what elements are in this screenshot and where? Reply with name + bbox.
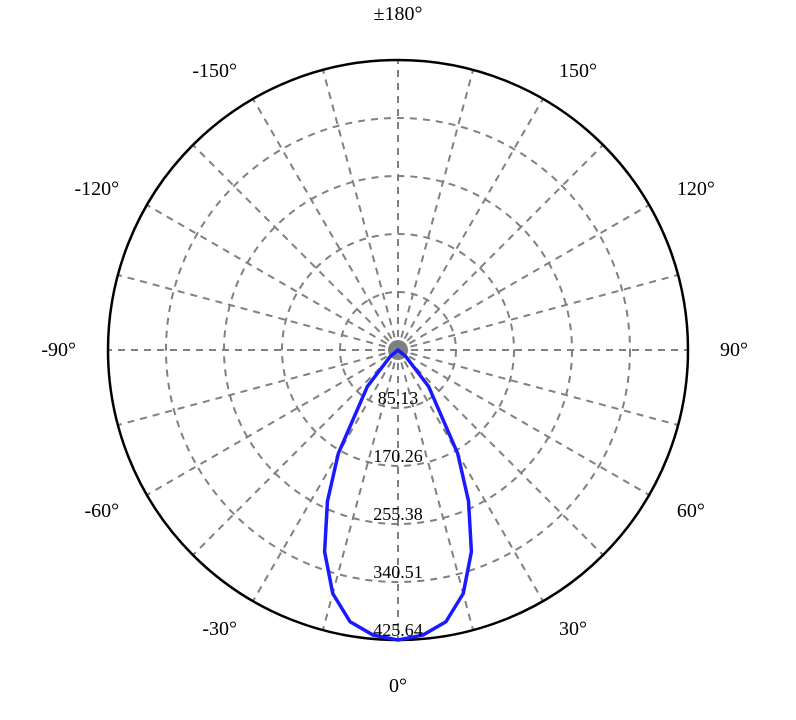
grid-spoke: [323, 70, 398, 350]
angle-label: ±180°: [374, 3, 423, 25]
grid-spoke: [398, 275, 678, 350]
radial-label: 255.38: [373, 504, 423, 524]
angle-label: 120°: [677, 178, 715, 200]
angle-label: 0°: [389, 675, 407, 697]
radial-label: 340.51: [373, 562, 423, 582]
angle-label: -120°: [74, 178, 119, 200]
angle-label: -150°: [192, 60, 237, 82]
grid-spoke: [193, 145, 398, 350]
radial-label: 170.26: [373, 446, 423, 466]
grid-spoke: [118, 275, 398, 350]
radial-label: 85.13: [378, 388, 419, 408]
radial-label: 425.64: [373, 620, 423, 640]
angle-label: 60°: [677, 500, 705, 522]
grid-spoke: [398, 350, 603, 555]
grid-spoke: [398, 145, 603, 350]
angle-label: -60°: [84, 500, 119, 522]
polar-chart: 85.13 170.26 255.38 340.51 425.64 ±180° -150° 1…: [0, 0, 796, 720]
grid-spoke: [147, 205, 398, 350]
grid-spoke: [398, 350, 649, 495]
grid-spoke: [147, 350, 398, 495]
polar-svg: 85.13 170.26 255.38 340.51 425.64 ±180° -150° 1…: [0, 0, 796, 720]
angle-label: 30°: [559, 618, 587, 640]
angle-label: 150°: [559, 60, 597, 82]
grid-spoke: [193, 350, 398, 555]
angle-label: -30°: [202, 618, 237, 640]
grid-spoke: [398, 205, 649, 350]
grid-spoke: [253, 99, 398, 350]
angle-label: 90°: [720, 339, 748, 361]
angle-label: -90°: [41, 339, 76, 361]
grid-spoke: [398, 70, 473, 350]
grid-spoke: [398, 99, 543, 350]
